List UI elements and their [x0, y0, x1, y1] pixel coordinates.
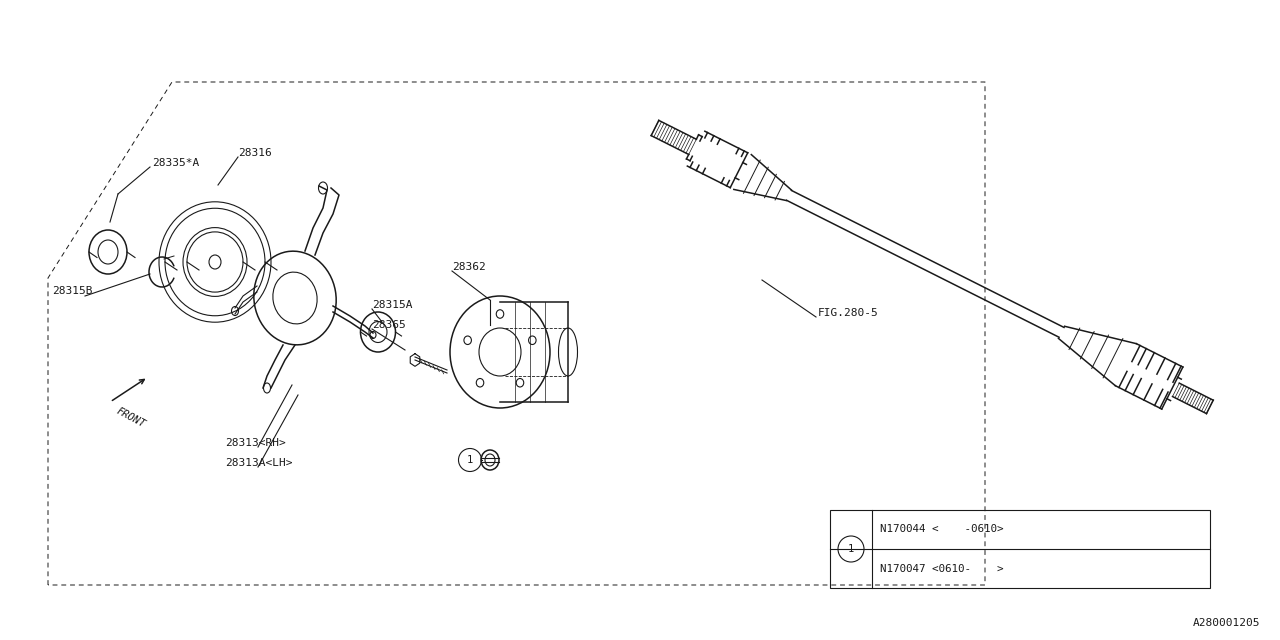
Text: FRONT: FRONT	[115, 406, 147, 429]
Text: N170044 <    -0610>: N170044 < -0610>	[881, 525, 1004, 534]
Text: 28362: 28362	[452, 262, 485, 272]
Text: 28315B: 28315B	[52, 286, 92, 296]
Text: 28315A: 28315A	[372, 300, 412, 310]
Text: 28313A<LH>: 28313A<LH>	[225, 458, 293, 468]
Text: 28313<RH>: 28313<RH>	[225, 438, 285, 448]
Text: N170047 <0610-    >: N170047 <0610- >	[881, 563, 1004, 573]
Text: FIG.280-5: FIG.280-5	[818, 308, 879, 318]
Text: 28316: 28316	[238, 148, 271, 158]
Text: 1: 1	[467, 455, 474, 465]
Text: A280001205: A280001205	[1193, 618, 1260, 628]
Text: 28365: 28365	[372, 320, 406, 330]
Bar	[829, 510, 1210, 588]
Text: 1: 1	[847, 544, 854, 554]
Text: 28335*A: 28335*A	[152, 158, 200, 168]
